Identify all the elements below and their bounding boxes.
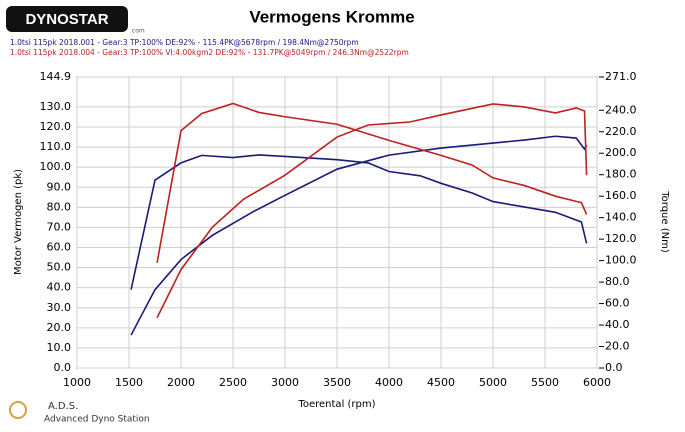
y2-tick-label: 180.0 <box>605 168 637 181</box>
footer-long: Advanced Dyno Station <box>44 415 150 425</box>
y2-tick-label: 200.0 <box>605 146 637 159</box>
y-tick-label: 40.0 <box>47 281 72 294</box>
y2-tick-label: 140.0 <box>605 211 637 224</box>
chart-title: Vermogens Kromme <box>249 7 414 26</box>
y-tick-label: 30.0 <box>47 301 72 314</box>
y-tick-label: 90.0 <box>47 180 72 193</box>
footer-logo <box>9 401 27 419</box>
y-tick-label: 144.9 <box>40 70 72 83</box>
y-tick-label: 20.0 <box>47 321 72 334</box>
data-line <box>156 102 588 263</box>
y2-tick-label: 271.0 <box>605 70 637 83</box>
data-line <box>130 135 588 336</box>
y-tick-label: 100.0 <box>40 160 72 173</box>
x-tick-label: 4500 <box>427 376 455 389</box>
x-tick-label: 3500 <box>323 376 351 389</box>
legend-entry: 1.0tsi 115pk 2018.001 - Gear:3 TP:100% D… <box>10 38 359 47</box>
y-tick-label: 110.0 <box>40 140 72 153</box>
y-axis-title: Motor Vermogen (pk) <box>13 169 24 275</box>
logo-brand: DYNOSTAR <box>25 11 108 28</box>
y2-axis-title: Torque (Nm) <box>659 190 670 253</box>
y-tick-label: 50.0 <box>47 261 72 274</box>
x-tick-label: 5500 <box>531 376 559 389</box>
y2-tick-label: 100.0 <box>605 254 637 267</box>
y2-tick-label: 60.0 <box>605 297 630 310</box>
logo-suffix: .com <box>130 28 145 35</box>
x-tick-label: 1000 <box>63 376 91 389</box>
data-line <box>156 103 588 319</box>
x-tick-label: 5000 <box>479 376 507 389</box>
y2-tick-label: 20.0 <box>605 340 630 353</box>
y-tick-label: 10.0 <box>47 341 72 354</box>
x-tick-label: 6000 <box>583 376 611 389</box>
x-axis-title: Toerental (rpm) <box>297 399 375 410</box>
y2-tick-label: 160.0 <box>605 189 637 202</box>
y2-tick-label: 80.0 <box>605 275 630 288</box>
y2-tick-label: 120.0 <box>605 232 637 245</box>
y-tick-label: 0.0 <box>54 361 72 374</box>
x-tick-label: 1500 <box>115 376 143 389</box>
y-tick-label: 70.0 <box>47 220 72 233</box>
y-tick-label: 80.0 <box>47 200 72 213</box>
data-line <box>130 154 588 290</box>
logo-badge <box>6 6 128 32</box>
y-tick-label: 60.0 <box>47 241 72 254</box>
y-tick-label: 120.0 <box>40 120 72 133</box>
x-tick-label: 3000 <box>271 376 299 389</box>
y2-tick-label: 40.0 <box>605 318 630 331</box>
y-tick-label: 130.0 <box>40 100 72 113</box>
y2-tick-label: 240.0 <box>605 103 637 116</box>
x-tick-label: 2500 <box>219 376 247 389</box>
legend-entry: 1.0tsi 115pk 2018.004 - Gear:3 TP:100% V… <box>10 48 409 57</box>
y2-tick-label: 220.0 <box>605 125 637 138</box>
y2-tick-label: 0.0 <box>605 361 623 374</box>
footer-short: A.D.S. <box>48 401 78 412</box>
x-tick-label: 2000 <box>167 376 195 389</box>
x-tick-label: 4000 <box>375 376 403 389</box>
